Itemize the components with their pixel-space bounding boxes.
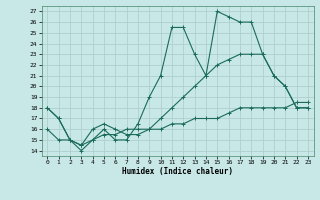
X-axis label: Humidex (Indice chaleur): Humidex (Indice chaleur) — [122, 167, 233, 176]
